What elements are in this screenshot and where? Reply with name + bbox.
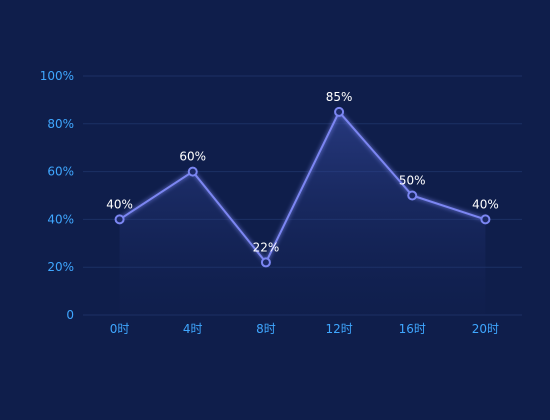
data-label: 40% [472, 197, 499, 211]
data-label: 22% [253, 240, 280, 254]
series-line [119, 110, 486, 265]
y-tick-label: 60% [47, 165, 74, 179]
data-label: 40% [106, 197, 133, 211]
y-tick-label: 100% [40, 69, 74, 83]
area-shape [119, 111, 486, 315]
data-point[interactable] [480, 214, 491, 225]
x-tick-label: 20时 [472, 322, 499, 336]
data-label: 60% [179, 150, 206, 164]
area-fill [119, 111, 486, 315]
y-tick-label: 0 [66, 308, 74, 322]
y-axis: 0 20% 40% 60% 80% 100% [40, 69, 74, 322]
y-tick-label: 80% [47, 117, 74, 131]
data-label: 85% [326, 90, 353, 104]
data-point[interactable] [407, 190, 418, 201]
x-axis: 0时 4时 8时 12时 16时 20时 [110, 322, 499, 336]
x-tick-label: 0时 [110, 322, 130, 336]
data-point[interactable] [334, 106, 345, 117]
data-label: 50% [399, 174, 426, 188]
data-point[interactable] [114, 214, 125, 225]
y-tick-label: 40% [47, 212, 74, 226]
data-points [114, 106, 491, 268]
series-path [119, 110, 486, 265]
x-tick-label: 16时 [399, 322, 426, 336]
data-labels: 40% 60% 22% 85% 50% 40% [106, 90, 499, 255]
x-tick-label: 8时 [256, 322, 276, 336]
x-tick-label: 4时 [183, 322, 203, 336]
data-point[interactable] [260, 257, 271, 268]
data-point[interactable] [187, 166, 198, 177]
y-tick-label: 20% [47, 260, 74, 274]
x-tick-label: 12时 [325, 322, 352, 336]
